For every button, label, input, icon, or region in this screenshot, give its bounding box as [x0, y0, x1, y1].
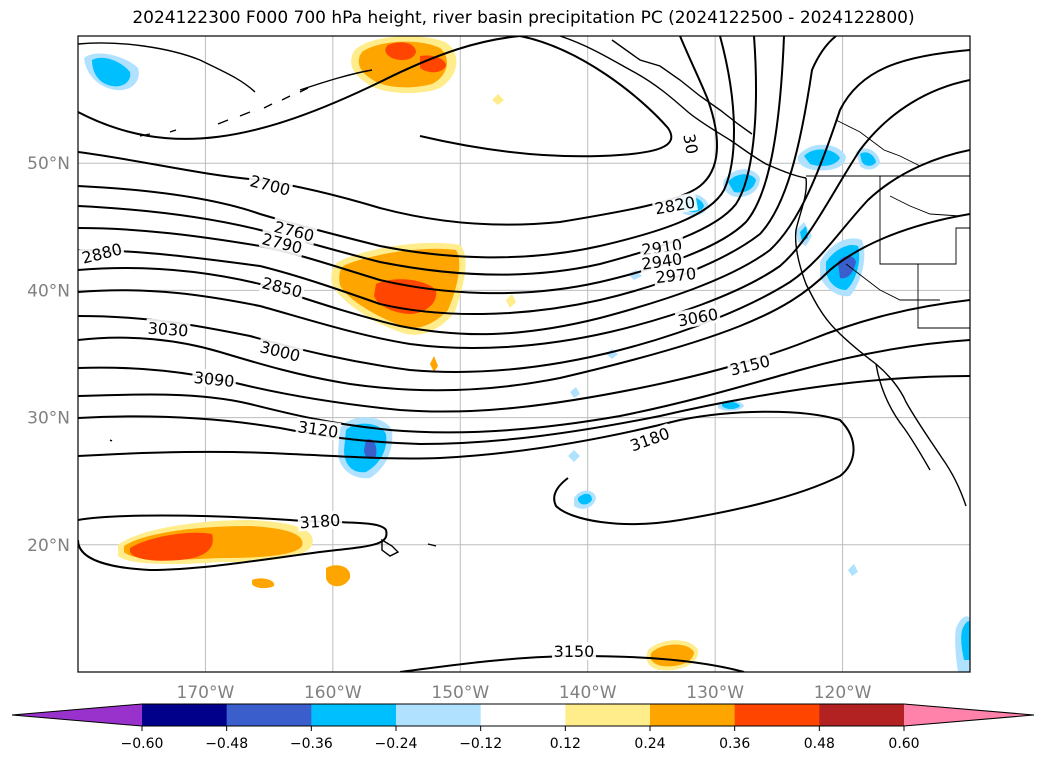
height-contours [78, 36, 970, 672]
contour-label: 3030 [147, 319, 189, 341]
lon-tick-label: 160°W [304, 683, 362, 703]
lat-tick-label: 20°N [27, 536, 70, 556]
colorbar-tick-label: −0.24 [375, 736, 418, 752]
colorbar-extend-min [12, 704, 142, 726]
colorbar-tick-label: −0.48 [205, 736, 248, 752]
colorbar-tick-label: −0.60 [121, 736, 164, 752]
lon-tick-label: 130°W [686, 683, 744, 703]
height-contour [78, 49, 970, 336]
height-contour [78, 36, 735, 259]
colorbar-swatch [480, 704, 566, 726]
gridlines [78, 36, 970, 672]
height-contour [78, 36, 837, 316]
colorbar-swatch [650, 704, 736, 726]
height-contour [78, 339, 970, 434]
precip-strong-positive-area [130, 532, 213, 561]
lat-tick-label: 50°N [27, 154, 70, 174]
precip-negative-area [848, 564, 858, 576]
colorbar-swatch [565, 704, 651, 726]
height-contour [78, 36, 521, 140]
height-contour [78, 149, 970, 373]
map-frame [77, 35, 971, 673]
map-title: 2024122300 F000 700 hPa height, river ba… [132, 8, 915, 28]
colorbar-tick-label: −0.36 [290, 736, 333, 752]
axis-labels: 50°N 40°N 30°N 20°N 170°W 160°W 150°W 140°W 130°… [27, 154, 871, 703]
precip-negative-area [570, 387, 580, 398]
lon-tick-label: 150°W [431, 683, 489, 703]
precip-negative-area [961, 621, 970, 660]
height-contour [78, 375, 970, 446]
precip-negative-area [92, 57, 131, 87]
precip-negative-area [568, 450, 580, 462]
precip-positive-area [430, 356, 438, 372]
colorbar-tick-label: 0.36 [719, 736, 750, 752]
colorbar-swatch [226, 704, 312, 726]
precip-negative-area [860, 152, 876, 166]
contour-label: 2970 [655, 264, 697, 287]
height-contour [78, 514, 388, 572]
lon-tick-label: 140°W [559, 683, 617, 703]
height-contour [419, 36, 673, 158]
contour-label: 30 [679, 132, 701, 155]
height-contour [78, 36, 757, 276]
precip-negative-area [804, 149, 840, 166]
colorbar-swatch [734, 704, 820, 726]
coastlines [78, 36, 967, 557]
precip-positive-area [358, 41, 447, 88]
colorbar-swatch [311, 704, 397, 726]
height-contour [78, 79, 970, 349]
precip-positive-area [252, 578, 275, 589]
lat-tick-label: 40°N [27, 281, 70, 301]
contour-label: 3180 [299, 511, 341, 533]
colorbar: −0.60 −0.48 −0.36 −0.24 −0.12 0.12 0.24 0.36 0.4… [11, 703, 1035, 752]
colorbar-tick-label: 0.48 [804, 736, 835, 752]
precip-strong-negative-area [364, 438, 377, 459]
colorbar-swatch [819, 704, 905, 726]
precip-strong-positive-area [385, 42, 416, 60]
precip-negative-area [722, 401, 740, 409]
height-contour [78, 36, 718, 226]
lon-tick-label: 120°W [814, 683, 872, 703]
height-contour [78, 410, 855, 525]
precip-positive-area [506, 294, 516, 308]
lon-tick-label: 170°W [177, 683, 235, 703]
precip-negative-area [578, 493, 592, 505]
lat-tick-label: 30°N [27, 409, 70, 429]
map-frame-background [78, 36, 970, 672]
colorbar-tick-label: 0.60 [888, 736, 919, 752]
colorbar-swatch [142, 704, 228, 726]
contour-label: 3090 [193, 368, 235, 391]
colorbar-tick-label: 0.12 [550, 736, 581, 752]
precip-positive-area [492, 94, 504, 105]
political-borders [806, 119, 970, 329]
precip-negative-area [728, 174, 756, 193]
colorbar-swatch [396, 704, 482, 726]
colorbar-tick-label: −0.12 [459, 736, 502, 752]
colorbar-extend-max [904, 704, 1034, 726]
contour-label: 3150 [554, 642, 595, 661]
precip-positive-area [326, 565, 351, 587]
height-contour [78, 213, 970, 392]
colorbar-tick-label: 0.24 [634, 736, 665, 752]
height-contour [78, 36, 785, 295]
